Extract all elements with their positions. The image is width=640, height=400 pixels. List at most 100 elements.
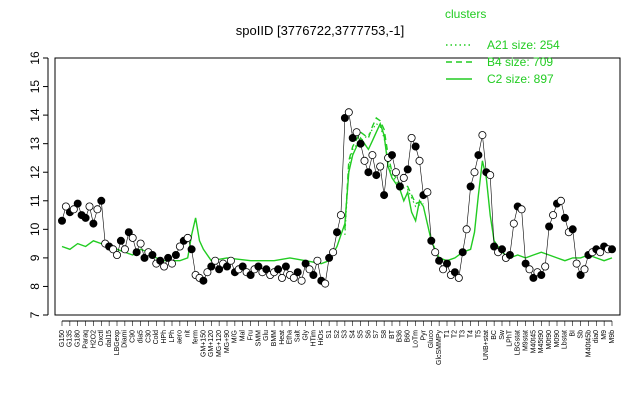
data-point — [313, 256, 322, 265]
x-tick-label: S5 — [357, 330, 364, 339]
x-tick-label: dia5 — [137, 330, 144, 343]
x-tick-label: Etha — [287, 330, 294, 345]
data-point — [93, 205, 102, 214]
x-tick-label: G135 — [67, 330, 74, 347]
x-tick-label: BT — [389, 329, 396, 339]
x-tick-label: BI — [570, 330, 577, 337]
data-point — [391, 168, 400, 177]
x-tick-label: S6 — [365, 330, 372, 339]
x-tick-label: BC — [491, 330, 498, 340]
x-tick-label: Pyr — [420, 329, 427, 340]
data-point — [325, 253, 334, 262]
data-point — [215, 265, 224, 274]
data-point — [301, 259, 310, 268]
data-point — [58, 216, 67, 225]
x-tick-label: M9 — [601, 330, 608, 340]
data-point — [85, 202, 94, 211]
data-point — [403, 165, 412, 174]
data-point — [128, 233, 137, 242]
x-tick-label: LoTm — [412, 330, 419, 348]
data-point — [372, 171, 381, 180]
data-point — [293, 268, 302, 277]
legend-a21-label: A21 size: 254 — [487, 38, 560, 52]
x-tick-label: M40t45b — [585, 330, 592, 357]
x-tick-label: M9stat — [522, 330, 529, 351]
y-tick-label: 14 — [28, 108, 42, 122]
x-tick-label: HTim — [310, 330, 317, 347]
data-point — [124, 228, 133, 237]
data-point — [368, 151, 377, 160]
data-point — [364, 168, 373, 177]
x-tick-label: T3 — [460, 330, 467, 338]
x-tick-label: T2 — [452, 330, 459, 338]
x-tick-label: Sb — [577, 330, 584, 339]
data-point — [556, 196, 565, 205]
data-point — [387, 151, 396, 160]
data-point — [136, 239, 145, 248]
x-tick-label: GM+120 — [208, 330, 215, 357]
data-point — [211, 256, 220, 265]
data-point — [450, 268, 459, 277]
data-point — [376, 162, 385, 171]
x-tick-label: S3 — [342, 330, 349, 339]
legend-title: clusters — [445, 7, 486, 21]
x-tick-label: M0t90 — [546, 330, 553, 350]
y-tick-label: 15 — [28, 80, 42, 94]
data-point — [97, 196, 106, 205]
x-tick-label: M9b — [609, 330, 616, 344]
data-point — [486, 171, 495, 180]
data-point — [525, 265, 534, 274]
data-point — [116, 236, 125, 245]
x-tick-label: Mal — [240, 330, 247, 342]
plot-area: 7 8 9 10 11 12 13 14 15 16 G150 G135 G180 Paraq H2O2 O… — [28, 51, 621, 365]
data-point — [305, 265, 314, 274]
data-point — [164, 253, 173, 262]
x-tick-label: Oxctl — [98, 330, 105, 346]
data-point — [608, 245, 617, 254]
x-tick-label: S8 — [381, 330, 388, 339]
data-point — [148, 250, 157, 259]
data-point — [537, 270, 546, 279]
data-point — [560, 213, 569, 222]
data-point — [246, 270, 255, 279]
data-point — [336, 211, 345, 220]
x-tick-label: M40t45 — [530, 330, 537, 353]
data-point — [348, 133, 357, 142]
data-point — [462, 225, 471, 234]
x-tick-label: T4 — [467, 330, 474, 338]
data-point — [140, 253, 149, 262]
x-tick-label: Lbstat — [562, 330, 569, 349]
x-tick-label: M45t90 — [538, 330, 545, 353]
data-point — [360, 156, 369, 165]
data-point — [309, 270, 318, 279]
series-b4-line — [344, 116, 424, 230]
data-point — [321, 279, 330, 288]
data-point — [187, 245, 196, 254]
y-tick-label: 7 — [28, 311, 42, 318]
data-point — [435, 256, 444, 265]
x-tick-label: Fru — [247, 330, 254, 341]
data-point — [73, 199, 82, 208]
data-point — [529, 273, 538, 282]
data-point — [277, 273, 286, 282]
x-tick-label: B60 — [405, 330, 412, 343]
x-tick-label: B36 — [397, 330, 404, 343]
data-point — [549, 211, 558, 220]
x-tick-label: aero — [177, 330, 184, 344]
data-point — [297, 276, 306, 285]
plot-frame — [54, 57, 621, 316]
x-tick-label: C90 — [130, 330, 137, 343]
x-tick-label: Heat — [279, 330, 286, 345]
x-tick-label: HiOs — [318, 330, 325, 346]
data-point — [171, 250, 180, 259]
x-tick-label: H2O2 — [90, 330, 97, 348]
data-point — [442, 259, 451, 268]
data-point — [521, 259, 530, 268]
x-tick-label: M/G — [232, 330, 239, 343]
data-point — [576, 270, 585, 279]
data-point — [329, 248, 338, 257]
series-c2-line — [61, 121, 613, 265]
data-point — [509, 219, 518, 228]
data-point — [541, 262, 550, 271]
